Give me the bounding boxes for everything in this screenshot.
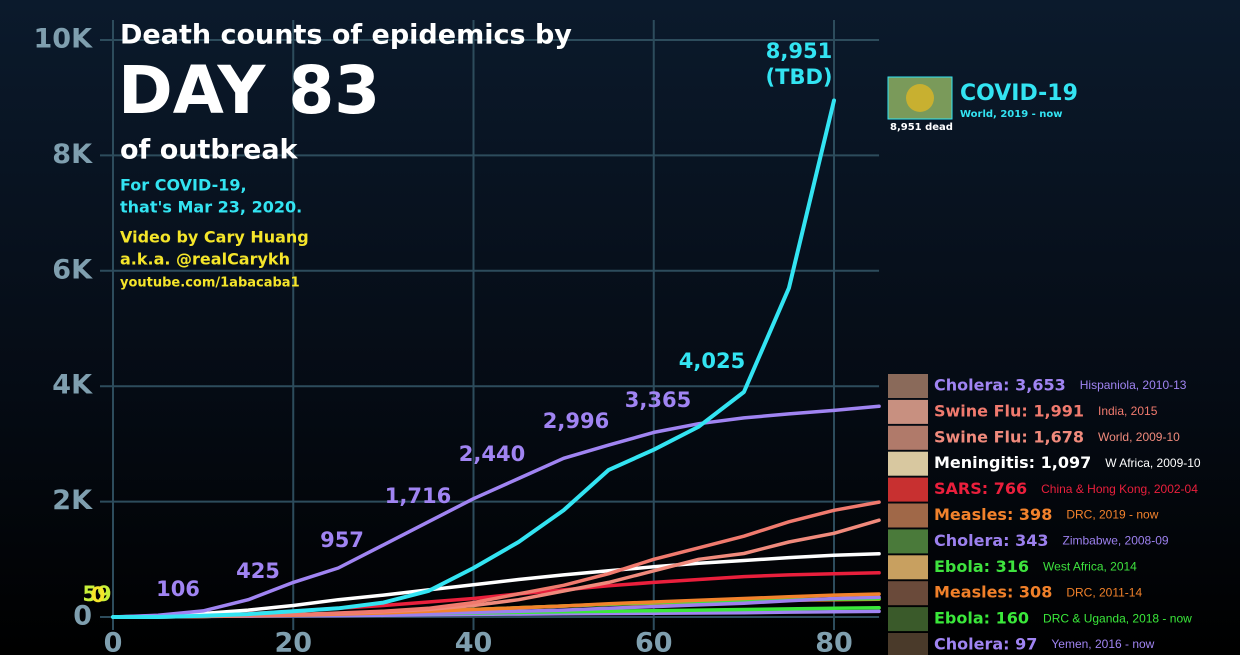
legend-place: World, 2009-10 (1098, 430, 1180, 444)
y-tick-label: 2K (52, 485, 93, 516)
legend-thumbnail (888, 607, 928, 632)
annotation: 0 (91, 583, 106, 607)
legend-place: Hispaniola, 2010-13 (1080, 378, 1187, 392)
legend-caption: 8,951 dead (890, 122, 953, 133)
annotation: 2,440 (459, 442, 525, 466)
legend-place: West Africa, 2014 (1043, 559, 1137, 573)
annotation: 3,365 (625, 388, 691, 412)
legend-label: Cholera: 97 (934, 635, 1037, 654)
legend-thumbnail (888, 451, 928, 476)
annotation: (TBD) (766, 65, 833, 89)
legend-place: World, 2019 - now (960, 109, 1063, 120)
legend-label: Measles: 398 (934, 505, 1052, 524)
legend-thumbnail (888, 529, 928, 554)
legend-place: Zimbabwe, 2008-09 (1063, 534, 1169, 548)
grid-layer: 0 2K 4K 6K 8K 10K 0 20 40 60 80 (34, 20, 880, 655)
series-line (111, 98, 836, 619)
legend-thumbnail (888, 374, 928, 398)
legend-thumbnail (888, 581, 928, 606)
legend-label: Cholera: 3,653 (934, 376, 1066, 395)
credit: a.k.a. @realCarykh (120, 250, 290, 269)
note: that's Mar 23, 2020. (120, 198, 302, 217)
annotation: 106 (156, 577, 200, 601)
x-tick-label: 60 (635, 628, 673, 655)
x-tick-label: 80 (815, 628, 853, 655)
legend-label: Measles: 308 (934, 583, 1052, 602)
legend-thumbnail (888, 555, 928, 580)
legend-thumbnail (888, 503, 928, 528)
headline: DAY 83 (118, 52, 380, 129)
annotation: 59 (82, 582, 111, 606)
legend-label: Cholera: 343 (934, 531, 1049, 550)
x-tick-label: 40 (455, 628, 493, 655)
legend-thumbnail (888, 425, 928, 450)
legend-place: DRC & Uganda, 2018 - now (1043, 611, 1192, 625)
legend-place: India, 2015 (1098, 404, 1158, 418)
legend-thumbnail-icon (906, 84, 934, 112)
series-line (111, 551, 881, 619)
line-layer (111, 98, 881, 619)
chart-title: Death counts of epidemics by (120, 20, 572, 51)
legend-label: Swine Flu: 1,991 (934, 401, 1084, 420)
annotation: 957 (320, 528, 364, 552)
legend-label: Swine Flu: 1,678 (934, 427, 1084, 446)
y-tick-label: 6K (52, 254, 93, 285)
credit: Video by Cary Huang (120, 228, 309, 247)
y-tick-label: 10K (34, 24, 94, 55)
y-tick-label: 0 (73, 601, 92, 632)
legend-thumbnail (888, 633, 928, 655)
annotation: 8,951 (766, 39, 832, 63)
legend-label: SARS: 766 (934, 479, 1027, 498)
credit: youtube.com/1abacaba1 (120, 276, 300, 291)
y-tick-label: 8K (52, 139, 93, 170)
legend-label: Ebola: 160 (934, 609, 1029, 628)
annotation: 2,996 (543, 409, 609, 433)
legend-place: DRC, 2019 - now (1066, 508, 1158, 522)
note: For COVID-19, (120, 176, 247, 195)
legend-place: DRC, 2011-14 (1066, 585, 1142, 599)
legend-thumbnail (888, 477, 928, 502)
legend-label: Meningitis: 1,097 (934, 453, 1091, 472)
legend-thumbnail (888, 399, 928, 424)
legend-label: COVID-19 (960, 81, 1078, 106)
legend-label: Ebola: 316 (934, 557, 1029, 576)
x-tick-label: 20 (274, 628, 312, 655)
subtitle: of outbreak (120, 135, 299, 166)
legend-place: Yemen, 2016 - now (1051, 637, 1154, 651)
annotation: 425 (236, 559, 280, 583)
x-tick-label: 0 (104, 628, 123, 655)
legend-place: W Africa, 2009-10 (1105, 456, 1201, 470)
legend-place: China & Hong Kong, 2002-04 (1041, 482, 1198, 496)
annotation: 4,025 (679, 349, 745, 373)
y-tick-label: 4K (52, 370, 93, 401)
series-line (111, 404, 881, 619)
annotation: 1,716 (385, 484, 451, 508)
